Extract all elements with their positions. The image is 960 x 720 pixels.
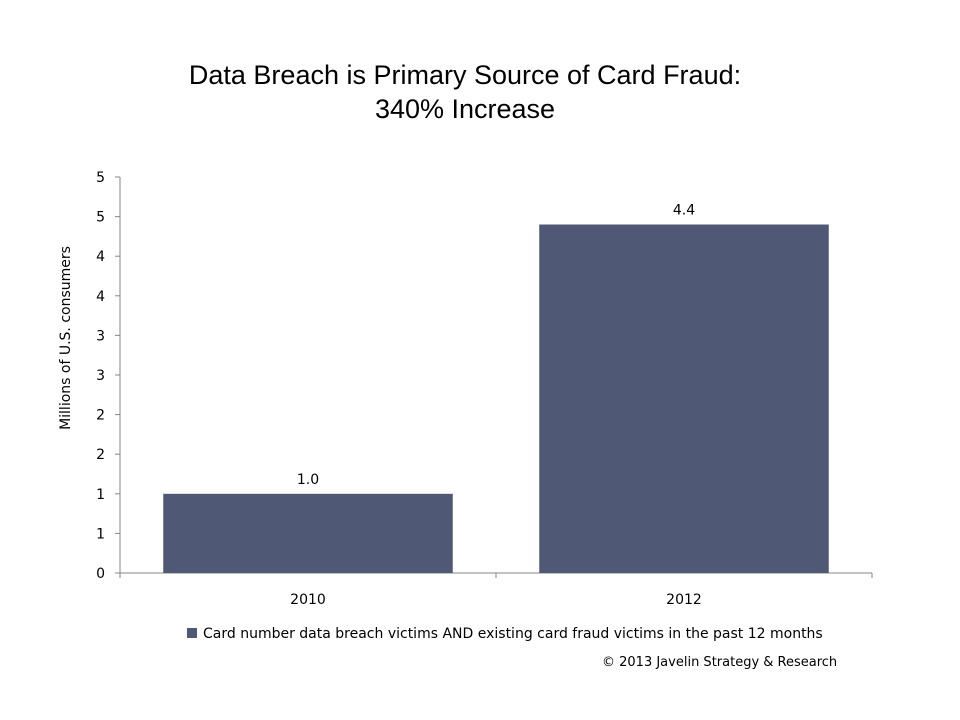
legend: Card number data breach victims AND exis… — [187, 624, 823, 644]
y-tick-label: 4 — [96, 289, 105, 305]
x-axis: 2010 2012 — [119, 572, 873, 608]
y-tick-label: 5 — [96, 170, 105, 186]
y-tick-label: 5 — [96, 210, 105, 226]
y-tick-label: 1 — [96, 526, 105, 542]
x-tick-label: 2012 — [666, 592, 702, 608]
copyright-notice: © 2013 Javelin Strategy & Research — [602, 655, 838, 670]
bar-series: 1.0 4.4 — [163, 203, 829, 573]
data-label: 1.0 — [297, 472, 319, 488]
y-axis: 0 1 1 2 2 3 3 4 4 5 5 — [96, 170, 121, 582]
y-tick-label: 4 — [96, 249, 105, 265]
y-tick-label: 0 — [96, 566, 105, 582]
bar — [163, 493, 453, 573]
legend-swatch — [187, 628, 197, 638]
y-tick-label: 3 — [96, 368, 105, 384]
y-tick-label: 2 — [96, 447, 105, 463]
y-tick-label: 2 — [96, 408, 105, 424]
y-tick-label: 3 — [96, 328, 105, 344]
chart-title: Data Breach is Primary Source of Card Fr… — [0, 58, 930, 126]
chart-title-line-1: Data Breach is Primary Source of Card Fr… — [188, 60, 742, 90]
y-axis-label: Millions of U.S. consumers — [58, 246, 74, 430]
y-tick-label: 1 — [96, 487, 105, 503]
chart-title-line-2: 340% Increase — [374, 94, 556, 124]
x-tick-label: 2010 — [290, 592, 326, 608]
bar — [539, 224, 829, 573]
legend-label: Card number data breach victims AND exis… — [203, 626, 823, 642]
data-label: 4.4 — [673, 203, 695, 219]
